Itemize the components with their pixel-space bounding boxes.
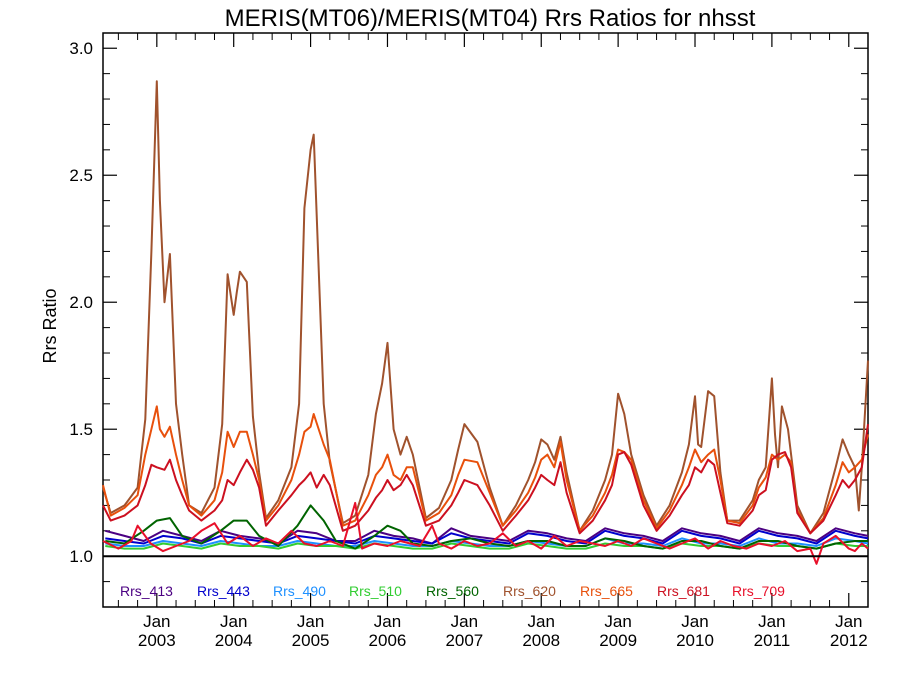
x-tick-month: Jan	[297, 612, 324, 631]
x-tick-year: 2012	[830, 631, 868, 650]
x-tick-year: 2011	[754, 631, 791, 650]
series-line-rrs-709	[102, 501, 869, 565]
y-tick-label: 3.0	[69, 39, 93, 58]
series-line-rrs-443	[105, 529, 869, 545]
series-line-rrs-665	[102, 405, 869, 535]
legend-entry-rrs-490: Rrs_490	[273, 583, 326, 599]
y-tick-label: 1.5	[69, 420, 93, 439]
x-tick-year: 2004	[215, 631, 253, 650]
legend-entry-rrs-681: Rrs_681	[657, 583, 710, 599]
series-line-rrs-490	[105, 537, 869, 547]
x-tick-month: Jan	[681, 612, 708, 631]
series-line-rrs-681	[102, 423, 869, 535]
legend-entry-rrs-443: Rrs_443	[197, 583, 250, 599]
legend-entry-rrs-665: Rrs_665	[580, 583, 633, 599]
x-tick-month: Jan	[604, 612, 631, 631]
y-tick-label: 1.0	[69, 547, 93, 566]
legend-entry-rrs-560: Rrs_560	[426, 583, 479, 599]
x-tick-month: Jan	[220, 612, 247, 631]
x-tick-year: 2005	[292, 631, 330, 650]
x-tick-month: Jan	[528, 612, 555, 631]
x-tick-year: 2009	[599, 631, 637, 650]
plot-area: 1.01.52.02.53.0Jan2003Jan2004Jan2005Jan2…	[69, 32, 869, 650]
x-tick-year: 2003	[138, 631, 176, 650]
legend-entry-rrs-620: Rrs_620	[503, 583, 556, 599]
x-tick-year: 2008	[522, 631, 560, 650]
x-tick-year: 2006	[369, 631, 407, 650]
series-line-rrs-560	[105, 504, 868, 550]
series-line-rrs-620	[102, 80, 869, 535]
series-line-rrs-413	[105, 527, 869, 545]
plot-frame	[102, 32, 869, 608]
x-tick-year: 2007	[445, 631, 483, 650]
x-tick-month: Jan	[451, 612, 478, 631]
y-tick-label: 2.0	[69, 293, 93, 312]
chart-title: MERIS(MT06)/MERIS(MT04) Rrs Ratios for n…	[225, 5, 756, 32]
x-tick-month: Jan	[143, 612, 170, 631]
x-tick-year: 2010	[676, 631, 714, 650]
y-axis-label: Rrs Ratio	[40, 288, 60, 363]
legend-entry-rrs-413: Rrs_413	[120, 583, 173, 599]
x-tick-month: Jan	[374, 612, 401, 631]
legend-entry-rrs-510: Rrs_510	[349, 583, 402, 599]
y-tick-label: 2.5	[69, 166, 93, 185]
legend-entry-rrs-709: Rrs_709	[732, 583, 785, 599]
x-tick-month: Jan	[835, 612, 862, 631]
x-tick-month: Jan	[758, 612, 785, 631]
